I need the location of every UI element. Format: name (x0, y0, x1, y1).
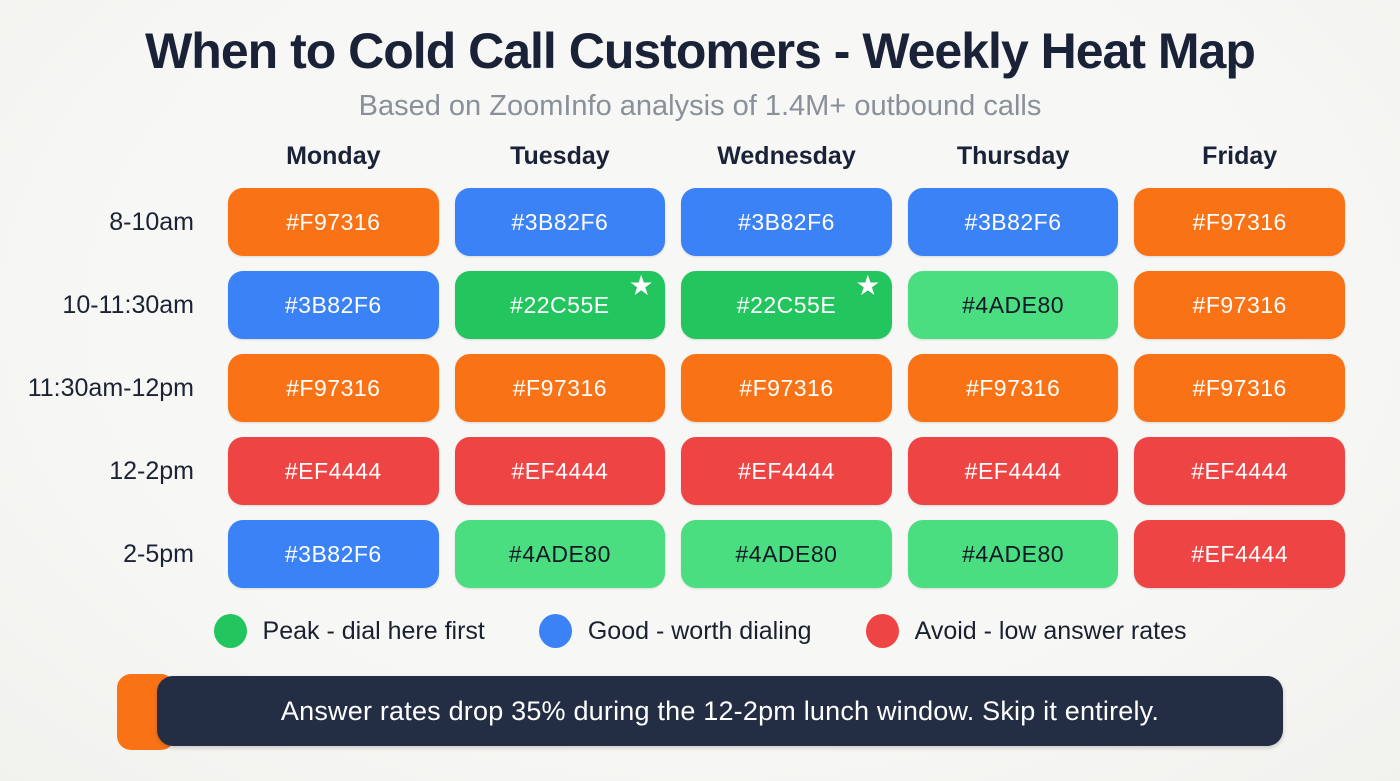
heatmap-cell: #EF4444 (1134, 437, 1345, 505)
heatmap-cell-value: #3B82F6 (738, 208, 835, 235)
legend: Peak - dial here first Good - worth diali… (0, 614, 1400, 648)
heatmap-cell-value: #F97316 (512, 374, 608, 401)
legend-dot-icon (213, 614, 247, 648)
heatmap-cell: #3B82F6 (454, 188, 666, 256)
column-header-wednesday: Wednesday (717, 141, 856, 170)
heatmap-cell: #EF4444 (907, 437, 1119, 505)
row-label-timeslot: 2-5pm (123, 539, 194, 568)
heatmap-cell: #22C55E ★ (454, 270, 666, 339)
row-label-timeslot: 8-10am (109, 207, 194, 236)
heatmap-cell-value: #4ADE80 (508, 540, 611, 567)
row-label-timeslot: 10-11:30am (62, 290, 194, 319)
heatmap-cell: #3B82F6 (907, 188, 1119, 256)
heatmap-cell: #F97316 (228, 188, 439, 256)
heatmap-cell-value: #3B82F6 (964, 208, 1062, 235)
column-header-thursday: Thursday (956, 141, 1070, 170)
callout-text: Answer rates drop 35% during the 12-2pm … (157, 676, 1283, 746)
heatmap-cell: #3B82F6 (681, 188, 892, 256)
column-header-friday: Friday (1202, 141, 1278, 170)
heatmap-cell: #EF4444 (1134, 520, 1345, 588)
heatmap-cell-value: #F97316 (739, 374, 834, 401)
heatmap-cell-value: #3B82F6 (284, 291, 382, 318)
legend-item: Peak - dial here first (213, 614, 485, 648)
heatmap-grid: Monday Tuesday Wednesday Thursday Friday 8-10… (0, 139, 1400, 588)
heatmap-cell-value: #F97316 (286, 374, 381, 401)
heatmap-cell-value: #3B82F6 (511, 208, 609, 235)
legend-dot-icon (538, 614, 572, 648)
legend-label: Peak - dial here first (262, 616, 485, 645)
heatmap-cell: #F97316 (454, 354, 666, 422)
column-header-tuesday: Tuesday (510, 141, 610, 170)
page-title: When to Cold Call Customers - Weekly Hea… (145, 23, 1256, 79)
page-subtitle: Based on ZoomInfo analysis of 1.4M+ outb… (358, 90, 1042, 122)
star-icon: ★ (628, 270, 655, 301)
heatmap-cell-value: #EF4444 (1191, 457, 1289, 484)
heatmap-cell-value: #F97316 (286, 208, 381, 235)
heatmap-cell-value: #EF4444 (738, 457, 835, 484)
heatmap-cell-value: #22C55E (510, 291, 610, 318)
heatmap-cell-value: #4ADE80 (962, 291, 1065, 318)
heatmap-cell: #4ADE80 (907, 271, 1119, 339)
heatmap-cell-value: #4ADE80 (735, 540, 838, 567)
heatmap-cell: #3B82F6 (228, 271, 439, 339)
heatmap-cell-value: #EF4444 (964, 457, 1062, 484)
heatmap-cell: #F97316 (907, 354, 1119, 422)
heatmap-cell-value: #EF4444 (284, 457, 382, 484)
heatmap-cell: #F97316 (1134, 188, 1345, 256)
heatmap-cell: #22C55E ★ (681, 271, 892, 339)
heatmap-cell: #F97316 (1134, 354, 1345, 422)
heatmap-cell-value: #F97316 (965, 374, 1061, 401)
legend-item: Good - worth dialing (538, 614, 812, 648)
legend-label: Avoid - low answer rates (914, 616, 1187, 645)
row-label-timeslot: 12-2pm (109, 456, 194, 485)
heatmap-cell-value: #22C55E (736, 291, 837, 318)
heatmap-cell: #F97316 (1134, 271, 1345, 339)
callout-banner: Answer rates drop 35% during the 12-2pm … (117, 674, 1283, 750)
column-header-monday: Monday (286, 141, 381, 170)
heatmap-cell: #4ADE80 (681, 520, 892, 588)
legend-item: Avoid - low answer rates (865, 614, 1187, 648)
row-label-timeslot: 11:30am-12pm (27, 373, 194, 402)
legend-label: Good - worth dialing (587, 616, 812, 645)
heatmap-cell: #EF4444 (228, 437, 439, 505)
heatmap-cell-value: #EF4444 (1191, 540, 1289, 567)
heatmap-cell-value: #F97316 (1192, 374, 1287, 401)
heatmap-cell: #3B82F6 (228, 520, 439, 588)
legend-dot-icon (865, 614, 899, 648)
heatmap-cell: #F97316 (228, 354, 439, 422)
heatmap-cell-value: #EF4444 (511, 457, 609, 484)
heatmap-cell: #F97316 (681, 354, 892, 422)
heatmap-cell: #EF4444 (454, 437, 666, 505)
heatmap-cell: #4ADE80 (454, 520, 666, 588)
heatmap-cell-value: #3B82F6 (284, 540, 382, 567)
grid-corner-spacer (0, 139, 212, 173)
heatmap-cell: #EF4444 (681, 437, 892, 505)
heatmap-cell-value: #F97316 (1192, 291, 1287, 318)
heatmap-cell-value: #4ADE80 (962, 540, 1065, 567)
heatmap-cell-value: #F97316 (1192, 208, 1287, 235)
heatmap-cell: #4ADE80 (907, 520, 1119, 588)
star-icon: ★ (855, 270, 881, 301)
